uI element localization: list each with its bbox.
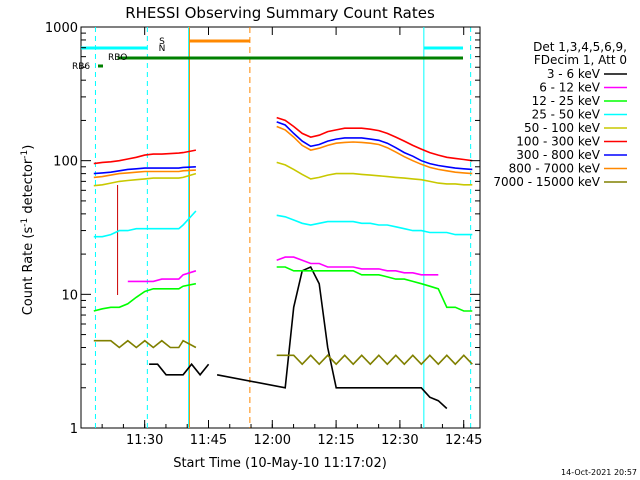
series-line-8 [93, 169, 196, 179]
y-label-superscript: -1 [20, 150, 30, 159]
x-tick-label: 11:45 [190, 433, 227, 448]
legend: Det 1,3,4,5,6,9, FDecim 1, Att 0 3 - 6 k… [493, 40, 627, 189]
series-8 [93, 125, 473, 179]
night-flag-label: N [159, 44, 166, 54]
y-axis-ticks: 1 10 100 1000 [45, 21, 480, 437]
y-label-part: detector [21, 158, 36, 218]
y-tick-label: 100 [53, 155, 78, 170]
legend-entry-label: 800 - 7000 keV [509, 162, 601, 176]
series-1 [149, 265, 448, 410]
series-line-6 [276, 116, 473, 162]
legend-header-line: FDecim 1, Att 0 [534, 53, 627, 67]
series-7 [93, 121, 473, 175]
series-2 [127, 256, 439, 283]
legend-entry-label: 50 - 100 keV [524, 121, 601, 135]
series-line-5 [276, 161, 473, 186]
series-6 [93, 116, 473, 165]
series-line-6 [93, 149, 197, 165]
y-tick-label: 1 [70, 422, 78, 437]
x-tick-label: 12:45 [445, 433, 482, 448]
series-line-3 [276, 266, 473, 312]
series-line-2 [276, 256, 439, 276]
series-line-4 [93, 210, 197, 238]
series-line-3 [93, 282, 197, 312]
series-line-7 [276, 121, 473, 171]
series-line-4 [276, 214, 473, 236]
saa-flag-label: S [159, 37, 165, 47]
series-group [93, 116, 473, 410]
y-label-part: Count Rate (s [21, 227, 36, 316]
rbo-flag-label: RBO [108, 53, 127, 63]
y-label-part: ) [21, 145, 36, 150]
legend-entry-label: 7000 - 15000 keV [493, 175, 600, 189]
series-line-9 [93, 339, 197, 349]
series-3 [93, 266, 473, 312]
plot-frame [80, 26, 481, 429]
series-9 [93, 339, 473, 366]
x-axis-ticks: 11:30 11:45 12:00 12:15 12:30 12:45 [101, 27, 482, 448]
x-tick-label: 12:00 [254, 433, 291, 448]
x-tick-label: 12:30 [381, 433, 418, 448]
legend-entry-label: 25 - 50 keV [532, 108, 601, 122]
legend-entry-label: 3 - 6 keV [547, 67, 601, 81]
y-label-superscript: -1 [20, 218, 30, 227]
x-axis-label: Start Time (10-May-10 11:17:02) [173, 456, 387, 471]
legend-entry-label: 300 - 800 keV [516, 148, 600, 162]
y-tick-label: 10 [61, 288, 78, 303]
x-tick-label: 11:30 [126, 433, 163, 448]
series-line-1 [216, 265, 448, 410]
series-line-1 [149, 362, 210, 377]
series-line-5 [93, 172, 197, 187]
x-tick-label: 12:15 [317, 433, 354, 448]
y-tick-label: 1000 [45, 21, 78, 36]
legend-entry-label: 12 - 25 keV [532, 94, 601, 108]
series-line-8 [276, 125, 473, 175]
series-5 [93, 161, 473, 187]
chart-title: RHESSI Observing Summary Count Rates [125, 4, 435, 22]
plot-axes [80, 26, 481, 429]
legend-entry-label: 6 - 12 keV [539, 81, 601, 95]
series-4 [93, 210, 473, 238]
legend-entry-label: 100 - 300 keV [516, 135, 600, 149]
series-line-7 [93, 166, 196, 175]
legend-header-line: Det 1,3,4,5,6,9, [533, 40, 627, 54]
y-axis-label: Count Rate (s-1 detector-1) [20, 145, 36, 316]
series-line-2 [127, 270, 197, 283]
footer-date: 14-Oct-2021 20:57 [561, 468, 637, 477]
series-line-9 [276, 354, 473, 366]
